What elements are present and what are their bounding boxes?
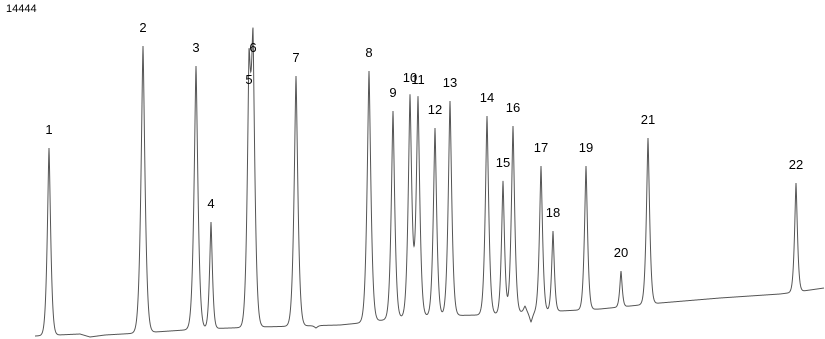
peak-label-1: 1 (45, 122, 52, 137)
peak-label-13: 13 (443, 75, 457, 90)
peak-label-22: 22 (789, 157, 803, 172)
chromatogram-trace (34, 27, 825, 338)
chart-value-label: 14444 (6, 3, 37, 15)
peak-label-8: 8 (365, 45, 372, 60)
peak-label-20: 20 (614, 245, 628, 260)
peak-label-5: 5 (245, 72, 252, 87)
peak-label-19: 19 (579, 140, 593, 155)
peak-label-12: 12 (428, 102, 442, 117)
peak-label-3: 3 (192, 40, 199, 55)
peak-label-16: 16 (506, 100, 520, 115)
peak-label-4: 4 (207, 196, 214, 211)
peak-label-7: 7 (292, 50, 299, 65)
peak-label-10: 10 (403, 70, 417, 85)
peak-label-15: 15 (496, 155, 510, 170)
peak-label-18: 18 (546, 205, 560, 220)
peak-label-11: 11 (411, 72, 425, 87)
peak-label-21: 21 (641, 112, 655, 127)
peak-label-2: 2 (139, 20, 146, 35)
peak-label-17: 17 (534, 140, 548, 155)
peak-label-6: 6 (249, 40, 256, 55)
peak-label-14: 14 (480, 90, 494, 105)
peak-label-9: 9 (389, 85, 396, 100)
